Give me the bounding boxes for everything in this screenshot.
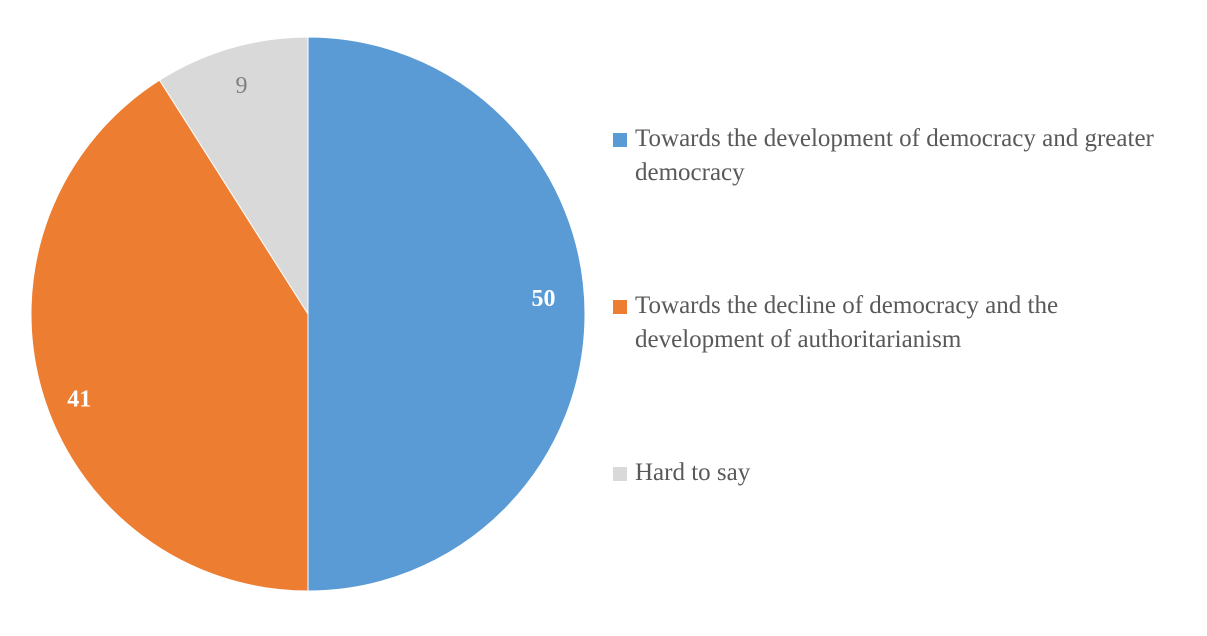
data-label: 41 (67, 386, 91, 412)
legend-label: Towards the development of democracy and… (635, 125, 1154, 186)
legend-item-development: Towards the development of democracy and… (613, 122, 1175, 190)
legend-label: Hard to say (635, 459, 751, 486)
legend-swatch-orange (613, 300, 627, 314)
data-label: 9 (236, 73, 248, 99)
legend-item-decline: Towards the decline of democracy and the… (613, 289, 1175, 357)
legend-swatch-blue (613, 133, 627, 147)
pie-slice (30, 79, 309, 592)
legend-label: Towards the decline of democracy and the… (635, 292, 1059, 353)
legend-item-hard-to-say: Hard to say (613, 456, 1175, 490)
pie-slice (307, 36, 586, 592)
data-label: 50 (531, 286, 555, 312)
legend-swatch-gray (613, 467, 627, 481)
pie-slice (158, 36, 309, 316)
